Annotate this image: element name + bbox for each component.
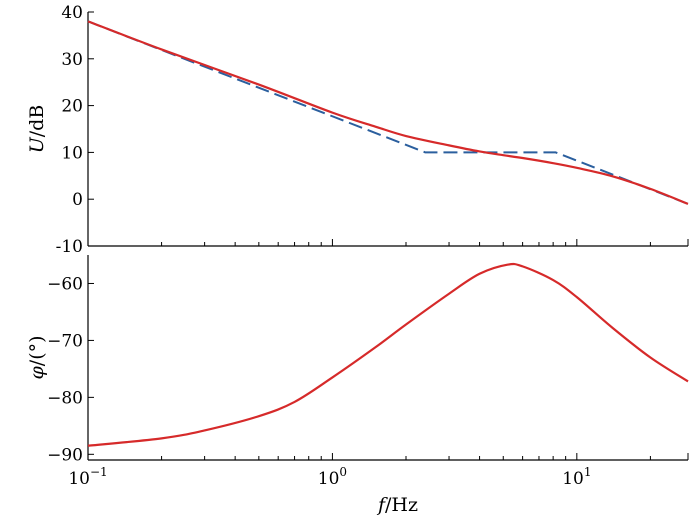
magnitude-asymptote-line — [87, 20, 689, 205]
magnitude-y-tick-label: -10 — [56, 237, 83, 257]
phase-y-tick-label: −60 — [47, 274, 83, 294]
phase-y-tick-label: −90 — [47, 445, 83, 465]
magnitude-y-tick-label: 20 — [61, 97, 83, 117]
x-tick-label: 10−1 — [68, 465, 107, 489]
x-tick-label: 100 — [318, 465, 347, 489]
magnitude-y-tick-label: 0 — [72, 190, 83, 210]
phase-y-axis-title: φ/(°) — [26, 335, 48, 379]
phase-y-tick-label: −80 — [47, 388, 83, 408]
magnitude-y-axis-title: U/dB — [26, 105, 48, 154]
phase-y-tick-label: −70 — [47, 331, 83, 351]
magnitude-y-tick-label: 40 — [61, 3, 83, 23]
phase-response-line — [87, 262, 689, 447]
x-tick-label: 101 — [562, 465, 591, 489]
magnitude-y-tick-label: 10 — [61, 143, 83, 163]
x-axis-title: f/Hz — [376, 494, 418, 516]
magnitude-y-tick-label: 30 — [61, 50, 83, 70]
magnitude-response-line — [87, 20, 689, 205]
